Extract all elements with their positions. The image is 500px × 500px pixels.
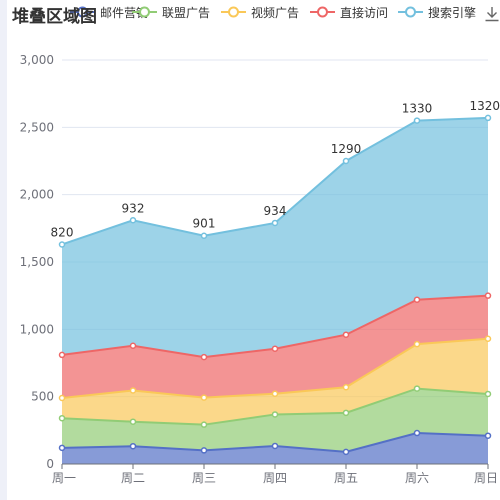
data-point xyxy=(271,345,279,352)
data-point xyxy=(484,390,492,398)
data-point xyxy=(413,340,421,348)
data-label: 901 xyxy=(193,217,216,231)
legend-item-search[interactable]: 搜索引擎 xyxy=(398,3,476,21)
legend-marker-icon xyxy=(70,5,95,19)
data-point xyxy=(58,414,66,422)
data-point xyxy=(484,292,492,299)
data-point xyxy=(413,385,421,392)
data-point xyxy=(200,353,208,361)
data-point xyxy=(200,394,208,401)
area-联盟广告 xyxy=(62,388,488,452)
legend-marker-icon xyxy=(221,5,246,19)
y-tick-label: 2,000 xyxy=(20,188,54,202)
data-point xyxy=(342,331,350,338)
data-point xyxy=(484,335,492,343)
y-tick-label: 3,000 xyxy=(20,53,54,67)
legend-item-email[interactable]: 邮件营销 xyxy=(70,3,148,21)
legend-item-direct[interactable]: 直接访问 xyxy=(310,3,388,21)
data-point xyxy=(413,117,421,124)
y-tick-label: 500 xyxy=(31,390,54,404)
data-point xyxy=(58,351,66,359)
data-point xyxy=(58,444,66,452)
legend-label: 邮件营销 xyxy=(100,5,149,20)
x-tick-label: 周四 xyxy=(263,471,287,485)
area-搜索引擎 xyxy=(62,117,488,358)
data-point xyxy=(271,442,279,450)
area-直接访问 xyxy=(62,295,488,399)
data-point xyxy=(271,219,279,227)
data-point xyxy=(58,241,66,248)
x-tick-label: 周五 xyxy=(334,471,358,485)
data-label: 1330 xyxy=(402,102,433,116)
data-point xyxy=(342,409,350,417)
data-point xyxy=(200,421,208,428)
data-point xyxy=(200,447,208,454)
legend-item-video[interactable]: 视频广告 xyxy=(221,3,299,21)
data-label: 934 xyxy=(264,204,287,218)
legend-label: 视频广告 xyxy=(251,5,300,20)
legend-item-affiliate[interactable]: 联盟广告 xyxy=(132,3,210,21)
y-tick-label: 1,500 xyxy=(20,255,54,269)
x-tick-label: 周三 xyxy=(192,471,216,485)
data-point xyxy=(413,296,421,303)
legend-marker-icon xyxy=(398,5,423,19)
x-tick-label: 周六 xyxy=(405,471,429,485)
data-point xyxy=(129,387,137,394)
download-icon[interactable] xyxy=(484,6,500,22)
legend-label: 联盟广告 xyxy=(162,5,211,20)
data-label: 1320 xyxy=(469,99,500,113)
x-tick-label: 周一 xyxy=(52,471,76,485)
y-tick-label: 2,500 xyxy=(20,120,54,134)
data-point xyxy=(129,418,137,425)
area-视频广告 xyxy=(62,338,488,425)
data-point xyxy=(129,342,137,350)
y-tick-label: 1,000 xyxy=(20,322,54,336)
data-point xyxy=(342,448,350,456)
left-edge-strip xyxy=(0,0,7,500)
legend-label: 直接访问 xyxy=(340,5,389,20)
data-point xyxy=(129,217,137,224)
data-point xyxy=(342,157,350,165)
chart-title: 堆叠区域图 xyxy=(12,7,97,27)
data-label: 1290 xyxy=(331,142,362,156)
data-point xyxy=(413,429,421,437)
y-tick-label: 0 xyxy=(46,457,54,471)
legend-marker-icon xyxy=(310,5,335,19)
legend-label: 搜索引擎 xyxy=(428,5,477,20)
x-tick-label: 周日 xyxy=(474,471,498,485)
data-point xyxy=(129,442,137,450)
data-label: 932 xyxy=(122,201,145,215)
data-point xyxy=(271,411,279,418)
data-point xyxy=(484,432,492,439)
legend-marker-icon xyxy=(132,5,157,19)
data-point xyxy=(58,394,66,402)
data-point xyxy=(200,232,208,239)
data-point xyxy=(484,114,492,122)
data-point xyxy=(342,383,350,391)
data-label: 820 xyxy=(51,225,74,239)
data-point xyxy=(271,390,279,397)
x-tick-label: 周二 xyxy=(121,471,145,485)
